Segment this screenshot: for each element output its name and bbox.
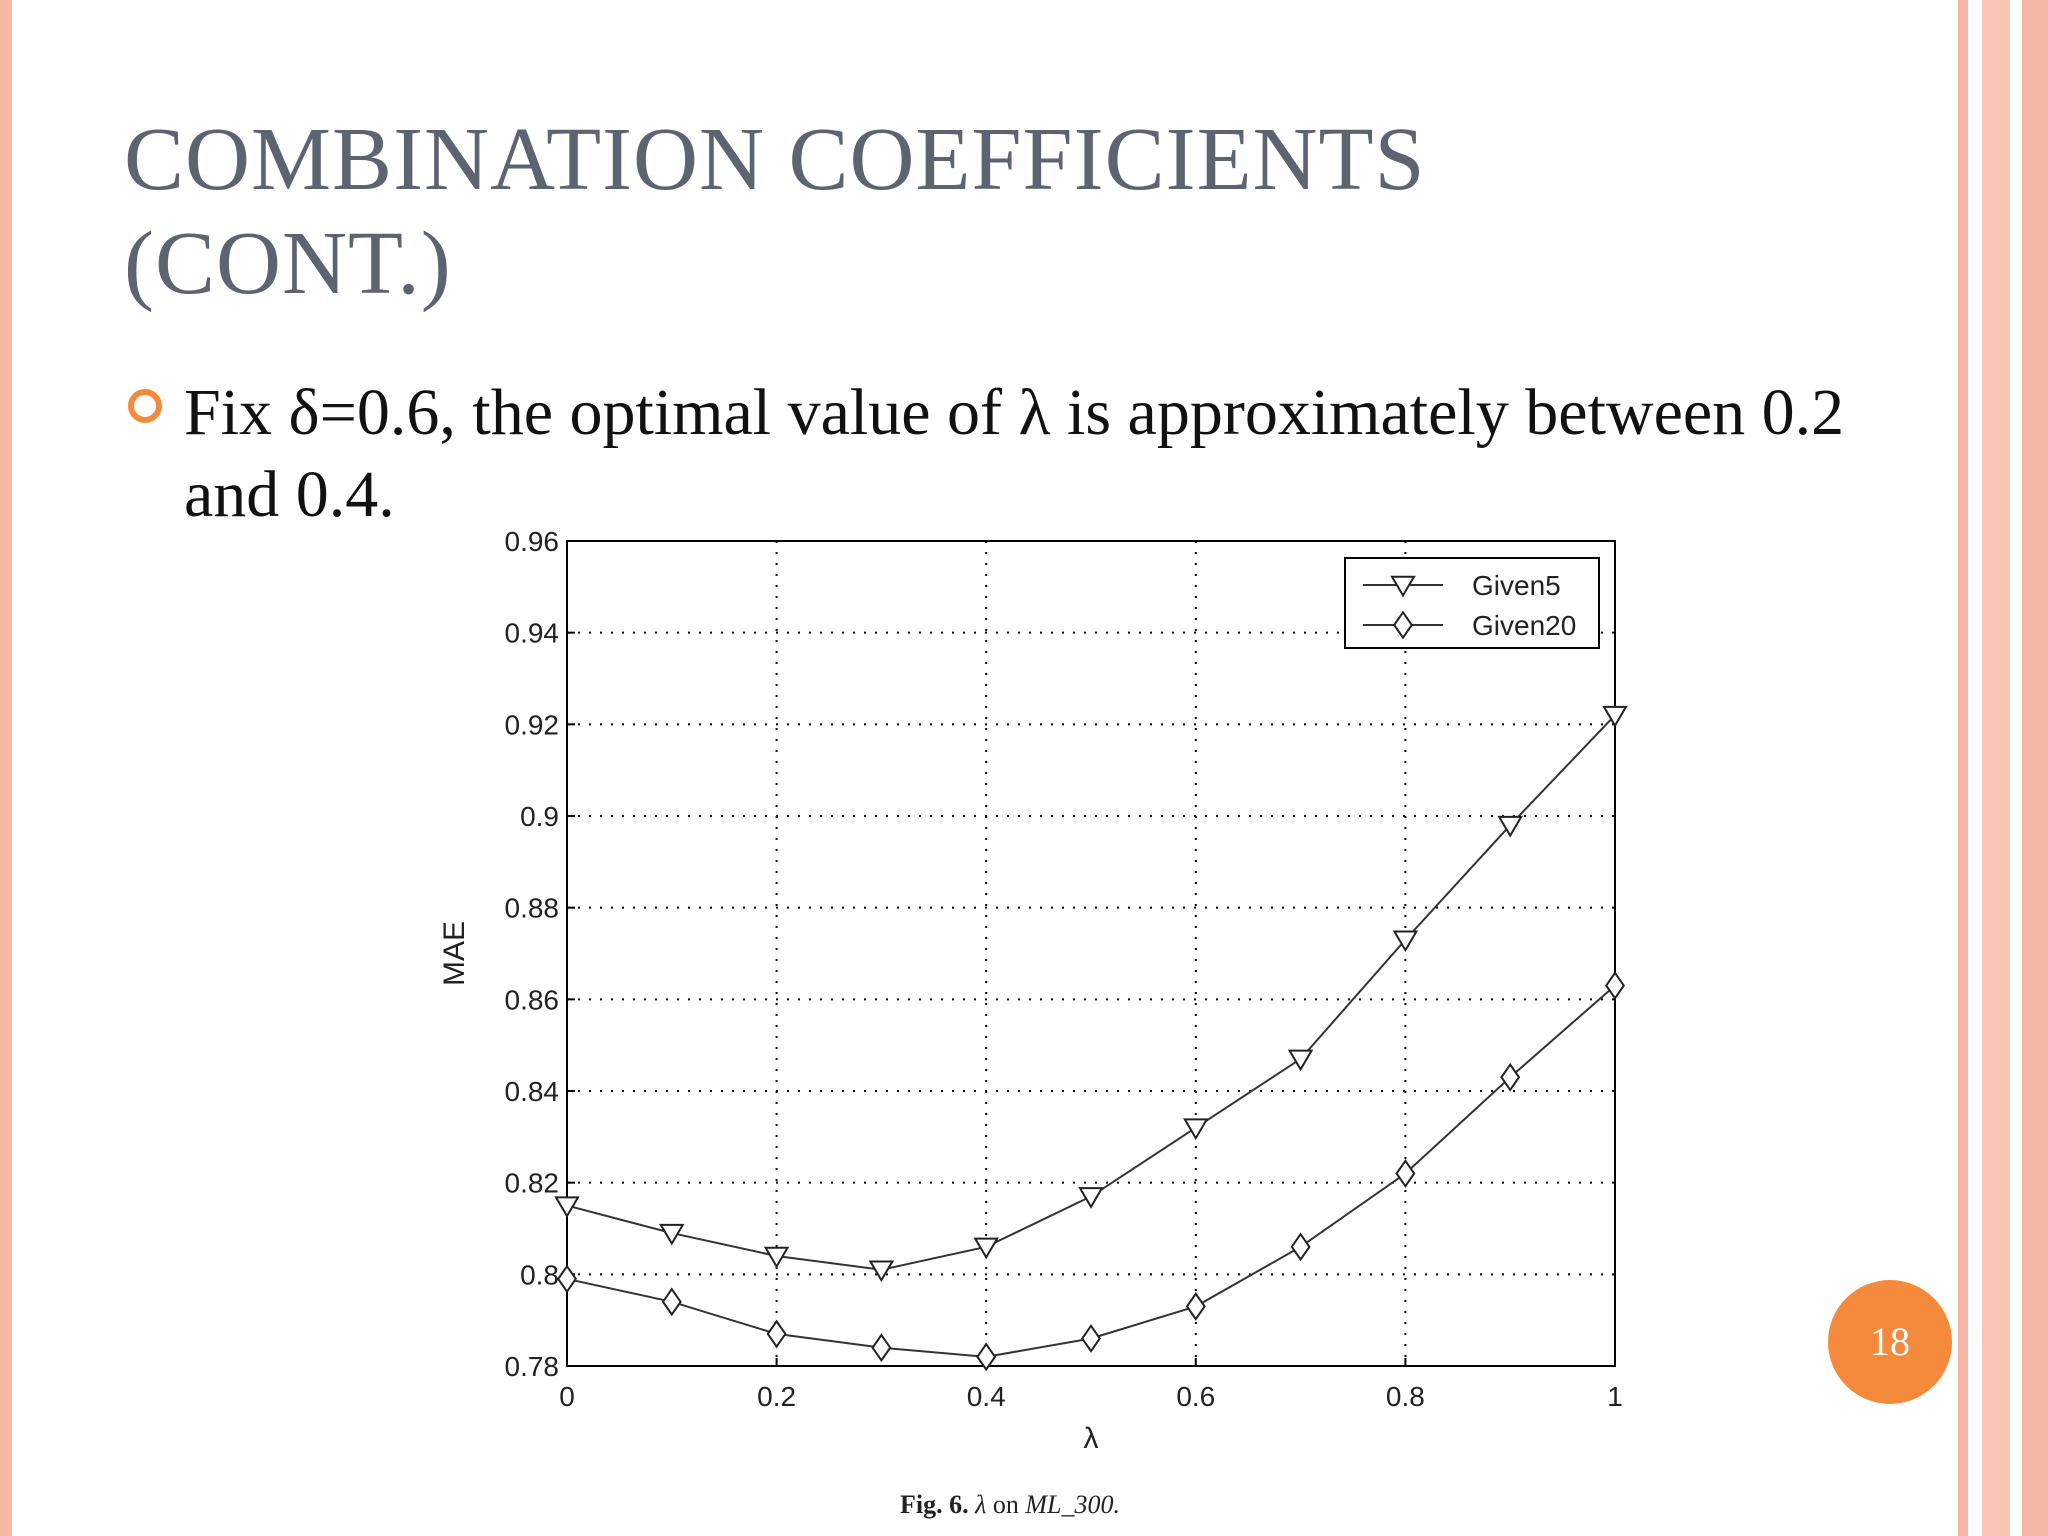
data-point-given20 <box>1500 1062 1521 1092</box>
right-border-stripe <box>1958 0 1968 1536</box>
data-point-given20 <box>1290 1232 1311 1262</box>
data-point-given5 <box>1497 815 1523 838</box>
data-point-given5 <box>1287 1049 1314 1072</box>
x-tick-label: 0 <box>559 1381 575 1412</box>
bullet-text: Fix δ=0.6, the optimal value of λ is app… <box>184 376 1845 531</box>
data-point-given5 <box>763 1246 790 1269</box>
x-tick-label: 0.6 <box>1176 1381 1215 1412</box>
x-tick-label: 1 <box>1607 1381 1623 1412</box>
y-tick-label: 0.96 <box>505 526 560 557</box>
x-axis-label: λ <box>1084 1422 1099 1455</box>
slide-title: COMBINATION COEFFICIENTS (CONT.) <box>124 110 1426 313</box>
x-tick-label: 0.8 <box>1386 1381 1425 1412</box>
y-axis-label: MAE <box>438 921 471 986</box>
data-point-given5 <box>1602 705 1628 728</box>
bullet-circle-icon <box>128 389 162 423</box>
series-line-given20 <box>566 984 1616 1358</box>
data-point-given5 <box>868 1260 895 1283</box>
data-point-given20 <box>556 1264 578 1294</box>
caption-on: on <box>992 1490 1019 1519</box>
plot-area-frame <box>566 540 1616 1367</box>
y-tick-label: 0.78 <box>505 1351 560 1382</box>
right-border-stripe <box>1982 0 2010 1536</box>
mae-line-chart: 0 0.2 0.4 0.6 0.8 1 0.78 0.8 0.82 0.84 0.86 0.88 0.9… <box>438 526 1628 1455</box>
left-border-stripe <box>0 0 12 1536</box>
x-tick-label: 0.2 <box>757 1381 796 1412</box>
figure-caption: Fig. 6. λ on ML_300. <box>900 1490 1120 1520</box>
data-point-given5 <box>1078 1187 1104 1209</box>
y-tick-label: 0.88 <box>505 893 560 924</box>
right-border-stripe <box>2022 0 2048 1536</box>
x-tick-label: 0.4 <box>967 1381 1006 1412</box>
data-point-given5 <box>973 1237 999 1260</box>
data-point-given20 <box>1395 1159 1416 1188</box>
legend-label-given20: Given20 <box>1472 610 1576 641</box>
y-tick-label: 0.94 <box>505 618 560 649</box>
y-tick-label: 0.92 <box>505 709 560 740</box>
legend-marker-given5 <box>1390 575 1416 598</box>
y-tick-label: 0.84 <box>505 1076 560 1107</box>
legend-box <box>1344 557 1600 649</box>
legend-label-given5: Given5 <box>1472 570 1561 601</box>
caption-fig-label: Fig. 6. <box>900 1490 969 1519</box>
y-tick-label: 0.8 <box>520 1259 559 1290</box>
data-point-given5 <box>659 1223 685 1246</box>
data-point-given20 <box>766 1319 787 1349</box>
caption-lambda: λ <box>975 1490 987 1519</box>
data-point-given20 <box>871 1333 892 1363</box>
data-point-given20 <box>661 1287 682 1317</box>
series-line-given5 <box>566 714 1616 1271</box>
data-point-given20 <box>1080 1324 1102 1353</box>
page-number-badge: 18 <box>1828 1280 1952 1404</box>
legend-marker-given20 <box>1392 610 1414 640</box>
y-tick-label: 0.9 <box>520 801 559 832</box>
y-tick-label: 0.86 <box>505 984 560 1015</box>
y-tick-label: 0.82 <box>505 1168 560 1199</box>
data-point-given5 <box>1183 1118 1209 1141</box>
data-point-given5 <box>554 1196 580 1219</box>
data-point-given20 <box>1185 1292 1206 1321</box>
data-point-given20 <box>1604 971 1626 1000</box>
data-point-given5 <box>1392 930 1419 953</box>
caption-dataset: ML_300. <box>1025 1490 1120 1519</box>
data-point-given20 <box>976 1342 997 1372</box>
